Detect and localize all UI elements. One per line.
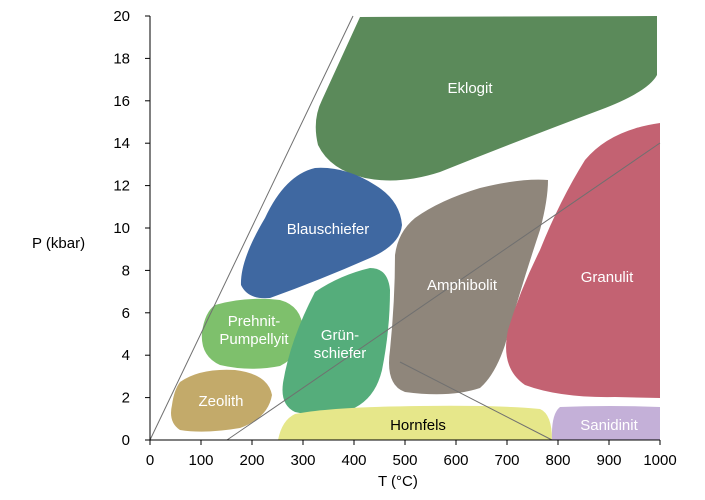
y-tick-marks: 0 2 4 6 8 10 12 14 16 18 20 — [113, 8, 150, 449]
eklogit-label: Eklogit — [447, 80, 493, 97]
blauschiefer-label: Blauschiefer — [287, 221, 370, 238]
amphibolit-field — [389, 179, 548, 395]
prehnit-label-line2: Pumpellyit — [219, 331, 289, 348]
x-tick-label: 100 — [188, 452, 213, 469]
x-tick-label: 800 — [545, 452, 570, 469]
x-tick-label: 500 — [392, 452, 417, 469]
upper-limit-line — [149, 15, 354, 441]
y-axis-label: P (kbar) — [32, 235, 85, 252]
x-tick-label: 1000 — [643, 452, 676, 469]
reference-lines — [149, 15, 661, 441]
x-tick-label: 200 — [239, 452, 264, 469]
y-tick-label: 0 — [122, 432, 130, 449]
x-tick-label: 300 — [290, 452, 315, 469]
x-tick-label: 700 — [494, 452, 519, 469]
eklogit-field — [315, 16, 657, 181]
x-tick-label: 0 — [146, 452, 154, 469]
gruenschiefer-label-line1: Grün- — [321, 327, 359, 344]
y-tick-label: 6 — [122, 305, 130, 322]
x-tick-label: 400 — [341, 452, 366, 469]
gruenschiefer-field — [282, 268, 390, 415]
hornfels-label: Hornfels — [390, 417, 446, 434]
zeolith-label: Zeolith — [198, 393, 243, 410]
hornfels-field — [278, 405, 552, 440]
prehnit-pumpellyit-field — [201, 298, 303, 369]
x-tick-marks: 0 100 200 300 400 500 600 700 800 900 1000 — [146, 440, 677, 469]
granulit-field — [506, 123, 660, 398]
y-tick-label: 8 — [122, 262, 130, 279]
y-tick-label: 10 — [113, 220, 130, 237]
y-tick-label: 16 — [113, 93, 130, 110]
granulit-label: Granulit — [581, 269, 634, 286]
x-tick-label: 900 — [596, 452, 621, 469]
amphibolit-label: Amphibolit — [427, 277, 498, 294]
y-tick-label: 14 — [113, 135, 130, 152]
sanidinit-label: Sanidinit — [580, 417, 638, 434]
prehnit-label-line1: Prehnit- — [228, 313, 281, 330]
sanidinit-field — [551, 406, 660, 440]
y-tick-label: 18 — [113, 50, 130, 67]
blauschiefer-field — [240, 167, 402, 299]
y-tick-label: 4 — [122, 347, 130, 364]
x-tick-label: 600 — [443, 452, 468, 469]
zeolith-field — [171, 369, 272, 432]
contact-line — [399, 361, 553, 441]
x-axis-label: T (°C) — [378, 473, 418, 490]
gruenschiefer-label-line2: schiefer — [314, 345, 367, 362]
geotherm-line — [226, 142, 661, 441]
y-tick-label: 2 — [122, 390, 130, 407]
y-tick-label: 12 — [113, 178, 130, 195]
y-tick-label: 20 — [113, 8, 130, 25]
